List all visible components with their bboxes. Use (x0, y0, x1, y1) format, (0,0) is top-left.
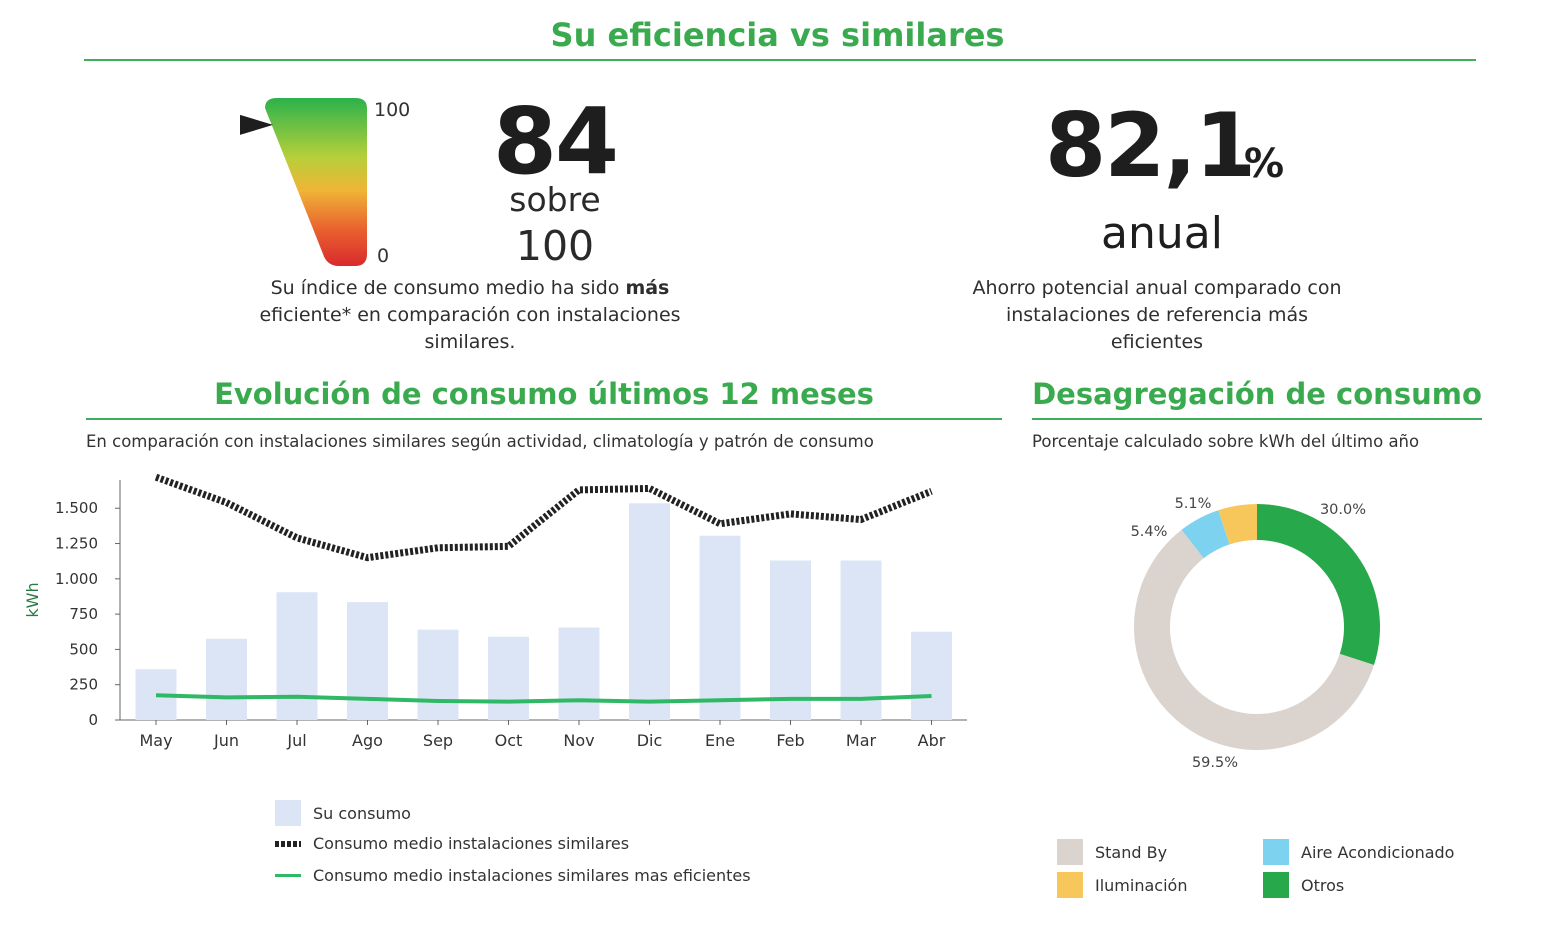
bar-Dic (629, 503, 670, 720)
legend-otros: Otros (1263, 872, 1344, 898)
legend-eficientes: Consumo medio instalaciones similares ma… (275, 866, 751, 885)
x-tick-label: Abr (918, 731, 946, 750)
evolution-title: Evolución de consumo últimos 12 meses (214, 377, 874, 411)
slice-aire-acondicionado (1181, 510, 1230, 559)
breakdown-title: Desagregación de consumo (1032, 377, 1482, 411)
gauge-pointer-icon (240, 114, 273, 135)
slice-label: 30.0% (1320, 502, 1366, 518)
x-tick-label: May (139, 731, 172, 750)
legend-label: Consumo medio instalaciones similares (313, 834, 630, 853)
avg-similar-line (154, 473, 933, 562)
slice-stand-by (1134, 529, 1374, 750)
efficiency-total: 100 (515, 222, 595, 270)
slice-otros (1257, 504, 1380, 666)
savings-description: Ahorro potencial anual comparado con ins… (972, 277, 1342, 353)
x-tick-label: Jul (286, 731, 306, 750)
y-tick-label: 750 (69, 605, 98, 623)
bar-Ene (699, 535, 741, 720)
y-tick-label: 250 (69, 676, 98, 694)
bar-Jul (276, 592, 318, 720)
breakdown-divider (1032, 418, 1482, 420)
savings-unit: % (1244, 141, 1285, 187)
x-tick-label: Ago (352, 731, 383, 750)
legend-otros-swatch (1263, 872, 1289, 898)
slice-label: 59.5% (1192, 755, 1238, 771)
legend-standby-swatch (1057, 839, 1083, 865)
y-tick-label: 1.500 (55, 499, 98, 517)
legend-medio: Consumo medio instalaciones similares (275, 834, 629, 853)
legend-aire: Aire Acondicionado (1263, 839, 1454, 865)
slice-label: 5.4% (1131, 524, 1168, 540)
breakdown-subtitle: Porcentaje calculado sobre kWh del últim… (1032, 432, 1420, 451)
savings-value: 82,1 (1045, 94, 1256, 197)
bar-Feb (770, 560, 811, 720)
slice-iluminación (1218, 504, 1257, 545)
breakdown-donut: 30.0% 59.5% 5.4% 5.1% (1131, 496, 1380, 771)
legend-label: Otros (1301, 875, 1345, 895)
legend-line-swatch (275, 874, 301, 877)
x-tick-label: Ene (705, 731, 735, 750)
x-tick-label: Sep (423, 731, 453, 750)
legend-aire-swatch (1263, 839, 1289, 865)
evolution-divider (86, 418, 1002, 420)
bar-Mar (840, 560, 882, 720)
x-tick-label: Dic (637, 731, 663, 750)
x-tick-label: Feb (776, 731, 804, 750)
bar-Sep (417, 629, 459, 720)
bar-Oct (488, 636, 529, 720)
legend-su-consumo: Su consumo (275, 800, 411, 826)
legend-iluminacion-swatch (1057, 872, 1083, 898)
y-tick-label: 500 (69, 640, 98, 658)
bar-Abr (911, 631, 952, 720)
legend-iluminacion: Iluminación (1057, 872, 1187, 898)
slice-label: 5.1% (1175, 496, 1212, 512)
efficiency-score: 84 (492, 88, 619, 195)
efficiency-gauge (240, 98, 367, 266)
gauge-max-label: 100 (374, 99, 411, 121)
title-divider (84, 59, 1476, 61)
legend-bar-swatch (275, 800, 301, 826)
y-tick-label: 1.250 (55, 535, 98, 553)
efficiency-description: Su índice de consumo medio ha sido más e… (259, 277, 681, 353)
x-tick-label: Jun (213, 731, 239, 750)
savings-period: anual (1101, 208, 1223, 259)
gauge-min-label: 0 (377, 245, 390, 267)
x-tick-label: Oct (495, 731, 523, 750)
consumption-chart: 0 250 500 750 1.000 1.250 1.500 kWh May Jun Jul Ago… (23, 473, 967, 750)
bar-Nov (558, 627, 600, 720)
x-tick-label: Mar (846, 731, 877, 750)
y-tick-label: 0 (88, 711, 98, 729)
legend-label: Stand By (1095, 842, 1168, 862)
bar-Ago (347, 602, 388, 720)
legend-label: Iluminación (1095, 875, 1188, 895)
legend-dotted-swatch (275, 840, 301, 847)
page-title: Su eficiencia vs similares (550, 16, 1005, 54)
bar-Jun (206, 638, 247, 720)
legend-label: Su consumo (313, 803, 411, 823)
evolution-subtitle: En comparación con instalaciones similar… (86, 432, 874, 451)
efficient-line (155, 693, 932, 704)
y-axis-label: kWh (23, 582, 42, 617)
x-tick-label: Nov (563, 731, 594, 750)
legend-standby: Stand By (1057, 839, 1167, 865)
gauge-scale (265, 98, 367, 266)
legend-label: Aire Acondicionado (1301, 842, 1455, 862)
y-tick-label: 1.000 (55, 570, 98, 588)
efficiency-sobre: sobre (509, 180, 601, 219)
legend-label: Consumo medio instalaciones similares ma… (313, 866, 751, 885)
